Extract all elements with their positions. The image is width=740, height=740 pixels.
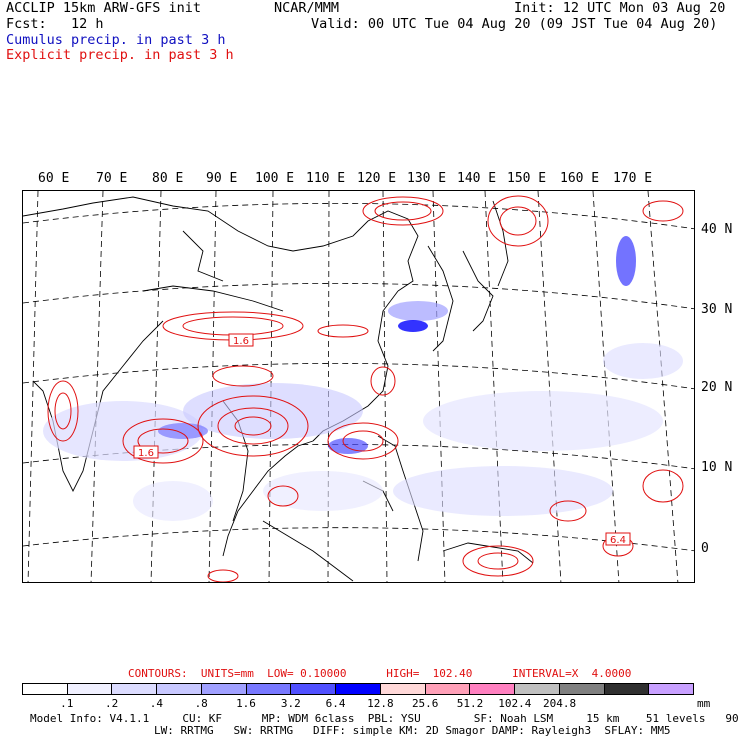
colorbar-label: 204.8: [543, 697, 577, 710]
colorbar-label: .4: [149, 697, 164, 710]
colorbar-label: 51.2: [456, 697, 484, 710]
colorbar-segment: [515, 684, 560, 694]
legend-explicit: Explicit precip. in past 3 h: [6, 47, 234, 63]
lat-label: 0: [701, 541, 709, 556]
map-canvas: 1.6 1.6 6.4: [23, 191, 694, 582]
colorbar-label: 1.6: [236, 697, 256, 710]
coastlines: [23, 196, 534, 582]
model-title: ACCLIP 15km ARW-GFS init: [6, 0, 202, 16]
lat-label: 30 N: [701, 302, 733, 317]
precip-map: 1.6 1.6 6.4: [22, 190, 695, 583]
contour-info: CONTOURS: UNITS=mm LOW= 0.10000 HIGH= 10…: [128, 667, 632, 680]
colorbar-segment: [112, 684, 158, 694]
colorbar-segment: [246, 684, 292, 694]
colorbar-label: 3.2: [280, 697, 301, 710]
colorbar-segment: [23, 684, 68, 694]
org-label: NCAR/MMM: [274, 0, 340, 16]
colorbar-segment: [649, 684, 694, 694]
colorbar-unit: mm: [697, 697, 711, 710]
lon-label: 170 E: [613, 171, 653, 186]
forecast-hour: Fcst: 12 h: [6, 16, 104, 32]
legend-cumulus: Cumulus precip. in past 3 h: [6, 32, 226, 48]
colorbar-segment: [67, 684, 113, 694]
contour-labels: 1.6 1.6 6.4: [133, 333, 631, 546]
lon-label: 90 E: [206, 171, 238, 186]
explicit-precip: [47, 195, 684, 582]
lon-label: 70 E: [96, 171, 128, 186]
colorbar-label: .2: [104, 697, 119, 710]
colorbar-label: 6.4: [325, 697, 346, 710]
colorbar-label: 25.6: [411, 697, 439, 710]
lon-label: 140 E: [457, 171, 497, 186]
colorbar-label: .1: [60, 697, 74, 710]
lon-label: 160 E: [560, 171, 600, 186]
contour-label-1: 1.6: [233, 336, 249, 347]
colorbar-label: 102.4: [498, 697, 532, 710]
colorbar-segment: [604, 684, 650, 694]
colorbar-segment: [470, 684, 516, 694]
model-info-line1: Model Info: V4.1.1 CU: KF MP: WDM 6class…: [30, 712, 740, 725]
lon-label: 80 E: [152, 171, 184, 186]
contour-label-2: 1.6: [138, 448, 154, 459]
lon-label: 120 E: [357, 171, 397, 186]
init-time: Init: 12 UTC Mon 03 Aug 20: [514, 0, 726, 16]
lat-label: 10 N: [701, 460, 733, 475]
colorbar: [22, 683, 694, 695]
lon-label: 150 E: [507, 171, 547, 186]
cumulus-precip: [43, 236, 683, 521]
lon-label: 100 E: [255, 171, 295, 186]
model-info-line2: LW: RRTMG SW: RRTMG DIFF: simple KM: 2D …: [154, 724, 671, 737]
colorbar-label: 12.8: [367, 697, 394, 710]
colorbar-segment: [380, 684, 426, 694]
lat-label: 20 N: [701, 380, 733, 395]
colorbar-label: .8: [194, 697, 208, 710]
colorbar-segment: [336, 684, 381, 694]
colorbar-segment: [559, 684, 605, 694]
colorbar-segment: [157, 684, 202, 694]
contour-label-3: 6.4: [610, 535, 626, 546]
lat-label: 40 N: [701, 222, 733, 237]
valid-time: Valid: 00 UTC Tue 04 Aug 20 (09 JST Tue …: [311, 16, 718, 32]
colorbar-segment: [425, 684, 471, 694]
lon-label: 110 E: [306, 171, 346, 186]
lon-label: 60 E: [38, 171, 70, 186]
graticule: [23, 191, 694, 582]
colorbar-segment: [291, 684, 337, 694]
colorbar-segment: [201, 684, 247, 694]
lon-label: 130 E: [407, 171, 447, 186]
